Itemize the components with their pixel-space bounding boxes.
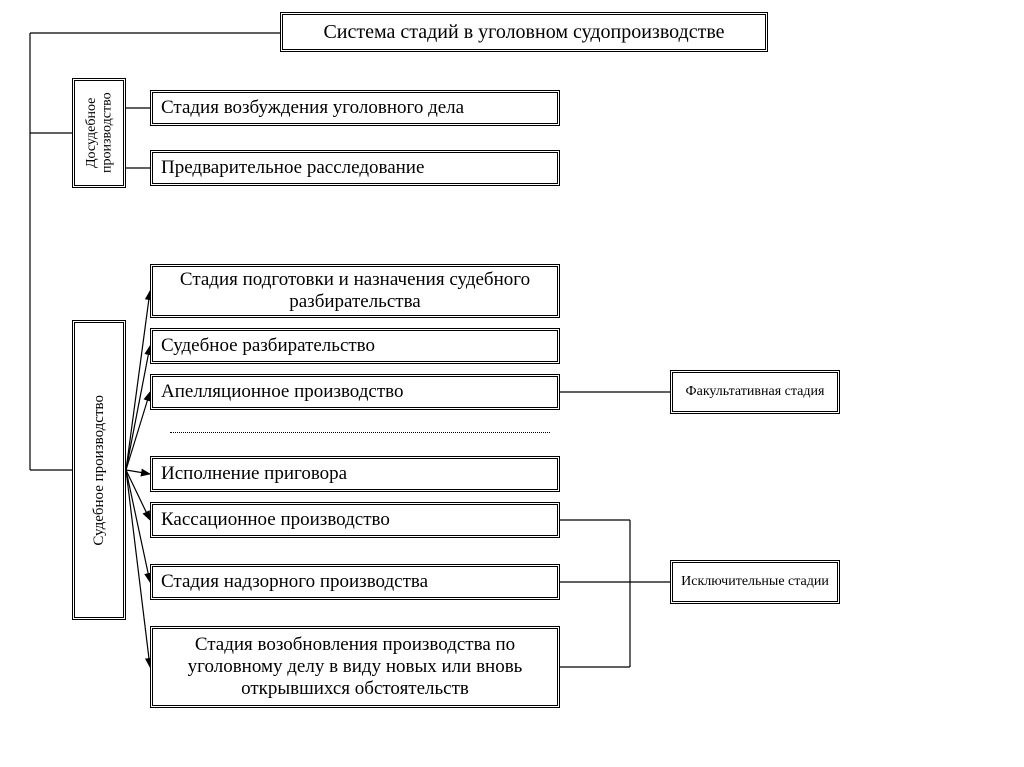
optional-stage-box: Факультативная стадия [670,370,840,414]
group-judicial-label: Судебное производство [72,320,126,620]
diagram-title: Система стадий в уголовном судопроизводс… [280,12,768,52]
exclusive-stages-text: Исключительные стадии [681,574,829,590]
pretrial-stage-1: Предварительное расследование [150,150,560,186]
exclusive-stages-box: Исключительные стадии [670,560,840,604]
judicial-stage-2: Апелляционное производство [150,374,560,410]
judicial-stage-5: Стадия надзорного производства [150,564,560,600]
optional-stage-text: Факультативная стадия [686,384,825,400]
dotted-separator [170,432,550,433]
pretrial-stage-0: Стадия возбуждения уголовного дела [150,90,560,126]
judicial-stage-0: Стадия подготовки и назначения судебного… [150,264,560,318]
judicial-stage-text-3: Исполнение приговора [161,463,347,485]
judicial-stage-3: Исполнение приговора [150,456,560,492]
pretrial-stage-text-0: Стадия возбуждения уголовного дела [161,97,464,119]
judicial-stage-text-6: Стадия возобновления производства по уго… [161,634,549,700]
judicial-stage-text-0: Стадия подготовки и назначения судебного… [161,269,549,313]
judicial-stage-text-4: Кассационное производство [161,509,390,531]
diagram-title-text: Система стадий в уголовном судопроизводс… [323,21,724,44]
judicial-stage-4: Кассационное производство [150,502,560,538]
judicial-stage-text-5: Стадия надзорного производства [161,571,428,593]
group-judicial-text: Судебное производство [91,395,108,546]
group-pretrial-text: Досудебное производство [84,85,115,181]
pretrial-stage-text-1: Предварительное расследование [161,157,424,179]
judicial-stage-6: Стадия возобновления производства по уго… [150,626,560,708]
judicial-stage-1: Судебное разбирательство [150,328,560,364]
group-pretrial-label: Досудебное производство [72,78,126,188]
judicial-stage-text-2: Апелляционное производство [161,381,404,403]
judicial-stage-text-1: Судебное разбирательство [161,335,375,357]
